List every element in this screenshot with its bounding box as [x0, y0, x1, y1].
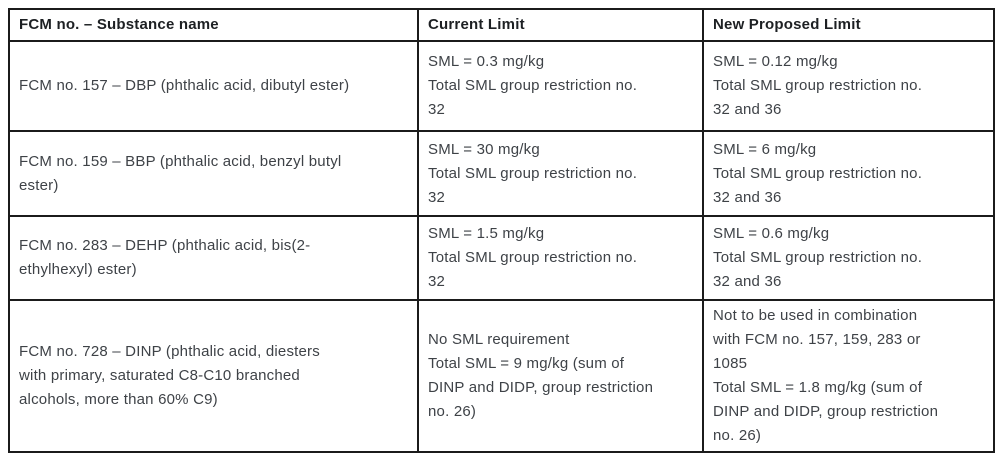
current-limit-cell: SML = 1.5 mg/kg Total SML group restrict…: [417, 215, 704, 301]
substance-cell: FCM no. 159 – BBP (phthalic acid, benzyl…: [8, 130, 419, 217]
table-row-dbp: FCM no. 157 – DBP (phthalic acid, dibuty…: [8, 40, 995, 132]
substance-cell: FCM no. 728 – DINP (phthalic acid, diest…: [8, 299, 419, 453]
current-limit-cell: SML = 30 mg/kg Total SML group restricti…: [417, 130, 704, 217]
column-header-substance: FCM no. – Substance name: [8, 8, 419, 42]
phthalate-limits-table: FCM no. – Substance name Current Limit N…: [8, 8, 995, 453]
substance-cell: FCM no. 157 – DBP (phthalic acid, dibuty…: [8, 40, 419, 132]
table-row-bbp: FCM no. 159 – BBP (phthalic acid, benzyl…: [8, 130, 995, 217]
new-proposed-limit-cell: Not to be used in combination with FCM n…: [702, 299, 995, 453]
current-limit-cell: No SML requirement Total SML = 9 mg/kg (…: [417, 299, 704, 453]
current-limit-cell: SML = 0.3 mg/kg Total SML group restrict…: [417, 40, 704, 132]
substance-cell: FCM no. 283 – DEHP (phthalic acid, bis(2…: [8, 215, 419, 301]
new-proposed-limit-cell: SML = 0.12 mg/kg Total SML group restric…: [702, 40, 995, 132]
table-row-dehp: FCM no. 283 – DEHP (phthalic acid, bis(2…: [8, 215, 995, 301]
new-proposed-limit-cell: SML = 6 mg/kg Total SML group restrictio…: [702, 130, 995, 217]
column-header-current-limit: Current Limit: [417, 8, 704, 42]
column-header-new-proposed-limit: New Proposed Limit: [702, 8, 995, 42]
table-row-dinp: FCM no. 728 – DINP (phthalic acid, diest…: [8, 299, 995, 453]
header-row: FCM no. – Substance name Current Limit N…: [8, 8, 995, 42]
new-proposed-limit-cell: SML = 0.6 mg/kg Total SML group restrict…: [702, 215, 995, 301]
